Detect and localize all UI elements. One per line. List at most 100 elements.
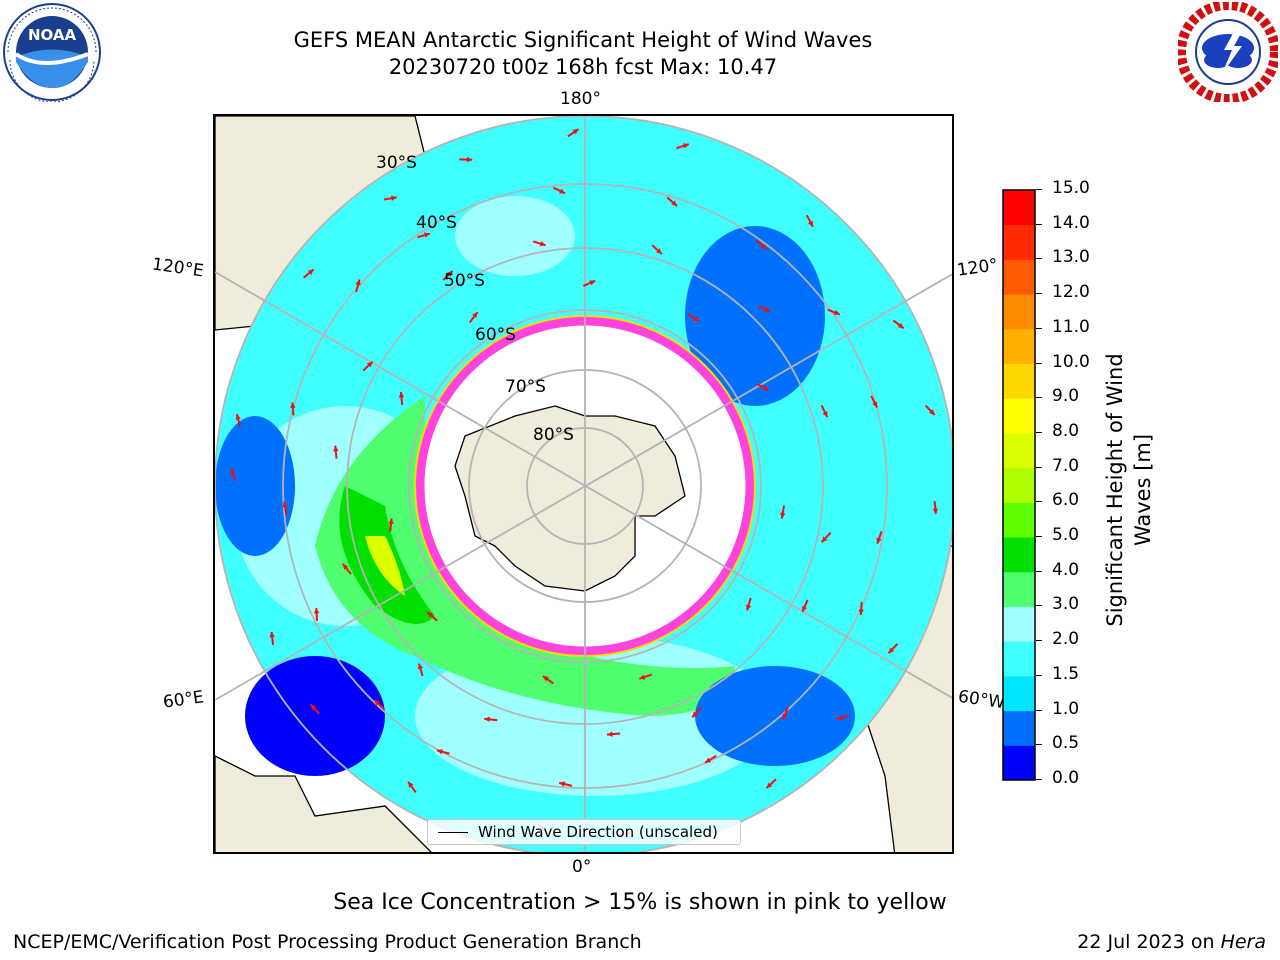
field-band-3 (455, 196, 575, 276)
noaa-logo: NOAA (3, 3, 101, 102)
wave-direction-arrowhead (374, 699, 381, 706)
field-calm-2 (245, 656, 385, 776)
colorbar-tick-mark (1036, 258, 1042, 260)
colorbar-tick-label: 8.0 (1052, 420, 1080, 441)
colorbar-block (1003, 606, 1035, 642)
wave-direction-arrowhead (929, 409, 935, 415)
wave-direction-arrowhead (802, 605, 808, 612)
wave-direction-arrowhead (682, 143, 689, 149)
colorbar-tick-mark (1036, 674, 1042, 676)
footer-left: NCEP/EMC/Verification Post Processing Pr… (13, 931, 642, 953)
colorbar-tick-mark (1036, 744, 1042, 746)
colorbar-block (1003, 190, 1035, 226)
wave-direction-arrowhead (307, 269, 314, 275)
wave-direction-arrowhead (872, 401, 878, 408)
chart-subtitle: 20230720 t00z 168h fcst Max: 10.47 (388, 55, 778, 79)
footer-host: Hera (1220, 931, 1266, 953)
lon-label-120w: 120° (955, 255, 1000, 281)
wave-direction-arrowhead (897, 322, 904, 329)
colorbar-tick-label: 4.0 (1052, 559, 1080, 580)
colorbar-label-line1: Significant Height of Wind (1103, 353, 1127, 626)
ice-caption: Sea Ice Concentration > 15% is shown in … (333, 890, 947, 915)
lat-label-50s: 50°S (444, 271, 485, 291)
colorbar-tick-label: 1.5 (1052, 663, 1080, 684)
colorbar-block (1003, 745, 1035, 781)
colorbar-tick-mark (1036, 293, 1042, 295)
footer-date: 22 Jul 2023 on (1077, 931, 1221, 953)
lat-label-30s: 30°S (376, 153, 417, 173)
wave-direction-arrowhead (876, 537, 882, 544)
chart-title: GEFS MEAN Antarctic Significant Height o… (293, 28, 873, 52)
wave-direction-arrowhead (559, 188, 566, 194)
wave-direction-arrowhead (313, 607, 320, 614)
colorbar-label: Significant Height of Wind Waves [m] (1103, 353, 1155, 626)
colorbar-tick-label: 0.5 (1052, 733, 1080, 754)
wave-direction-arrowhead (417, 663, 424, 670)
colorbar-tick-label: 14.0 (1052, 212, 1090, 233)
colorbar-block (1003, 259, 1035, 295)
colorbar-tick-label: 5.0 (1052, 525, 1080, 546)
colorbar-tick-label: 10.0 (1052, 351, 1090, 372)
wave-direction-arrowhead (572, 129, 579, 135)
colorbar-tick-label: 13.0 (1052, 247, 1090, 268)
field-wave-peak (365, 536, 405, 596)
wave-direction-arrowhead (782, 713, 788, 720)
graticule (215, 116, 952, 852)
wave-direction-arrowhead (366, 361, 373, 368)
colorbar-tick-label: 1.0 (1052, 698, 1080, 719)
colorbar-tick-label: 3.0 (1052, 594, 1080, 615)
colorbar-block (1003, 328, 1035, 365)
lon-label-120e: 120°E (150, 254, 205, 282)
wave-direction-arrowhead (437, 749, 443, 755)
colorbar-tick-label: 11.0 (1052, 316, 1090, 337)
colorbar-block (1003, 224, 1035, 260)
colorbar-block (1003, 710, 1035, 746)
wave-direction-arrowhead (466, 156, 473, 163)
wave-direction-arrowhead (559, 781, 565, 787)
wave-direction-arrowhead (671, 200, 678, 206)
lat-label-70s: 70°S (505, 377, 546, 397)
wave-direction-arrowhead (858, 609, 864, 615)
colorbar-tick-mark (1036, 570, 1042, 572)
colorbar-tick-mark (1036, 223, 1042, 225)
wave-direction-arrowhead (282, 501, 288, 508)
colorbar-tick-mark (1036, 536, 1042, 538)
wave-direction-arrowhead (539, 241, 546, 247)
wave-direction-arrowhead (836, 715, 843, 721)
colorbar-tick-mark (1036, 362, 1042, 364)
wave-direction-arrowhead (342, 563, 349, 570)
wave-direction-arrowhead (388, 518, 394, 525)
wave-direction-arrowhead (932, 508, 939, 515)
wave-direction-arrowhead (398, 392, 405, 398)
lon-label-60w: 60°W (956, 686, 1007, 714)
wave-direction-arrowhead (427, 612, 434, 618)
noaa-logo-text: NOAA (28, 26, 77, 44)
colorbar-block (1003, 398, 1035, 434)
wave-direction-arrowhead (745, 604, 752, 611)
lat-label-80s: 80°S (533, 425, 574, 445)
wave-direction-arrowhead (391, 195, 397, 201)
wave-direction-arrowhead (692, 711, 698, 718)
wave-direction-arrowhead (705, 757, 712, 763)
colorbar-tick-label: 0.0 (1052, 768, 1080, 788)
lat-label-60s: 60°S (475, 325, 516, 345)
colorbar-tick-mark (1036, 605, 1042, 607)
colorbar-tick-mark (1036, 327, 1042, 329)
field-calm-3 (215, 416, 295, 556)
colorbar-block (1003, 363, 1035, 399)
wave-direction-arrowhead (472, 312, 478, 319)
wave-direction-arrowhead (333, 445, 339, 452)
colorbar-block (1003, 571, 1035, 607)
wave-direction-arrowhead (780, 512, 786, 519)
colorbar-tick-label: 12.0 (1052, 282, 1090, 303)
wave-direction-arrowhead (833, 309, 840, 315)
lon-label-60e: 60°E (161, 687, 206, 713)
wave-direction-arrowhead (607, 731, 613, 737)
wave-direction-arrowhead (821, 536, 828, 543)
colorbar-tick-mark (1036, 779, 1042, 780)
wave-direction-arrowhead (235, 414, 241, 420)
wave-direction-arrowhead (656, 248, 662, 254)
wave-direction-arrowhead (408, 781, 414, 788)
colorbar-block (1003, 537, 1035, 573)
field-calm-1 (685, 226, 825, 406)
